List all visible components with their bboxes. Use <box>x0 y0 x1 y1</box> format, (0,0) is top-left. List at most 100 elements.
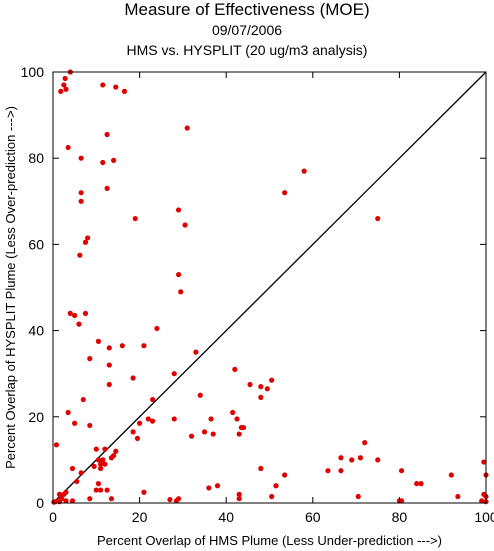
plot-frame <box>52 71 487 504</box>
y-tick-label: 60 <box>28 236 44 252</box>
data-point <box>208 416 214 422</box>
data-point <box>375 215 381 222</box>
data-point <box>76 321 82 327</box>
data-point <box>111 157 117 163</box>
data-point <box>87 356 93 362</box>
data-point <box>67 310 73 316</box>
chart-date: 09/07/2006 <box>211 22 283 38</box>
data-point <box>349 457 355 463</box>
data-point <box>230 409 236 416</box>
data-point <box>418 481 424 487</box>
data-point <box>214 483 221 489</box>
data-point <box>130 375 136 381</box>
data-point <box>178 289 184 295</box>
data-point <box>98 465 104 472</box>
data-point <box>104 185 110 191</box>
data-point <box>247 381 253 388</box>
data-point <box>132 215 138 222</box>
data-point <box>82 310 89 316</box>
data-point <box>167 496 173 503</box>
data-point <box>184 125 190 131</box>
data-point <box>137 420 143 426</box>
data-point <box>325 468 331 474</box>
data-point <box>282 190 288 196</box>
data-point <box>182 222 188 228</box>
x-tick-label: 100 <box>474 509 494 525</box>
y-tick-label: 100 <box>21 64 45 80</box>
data-point <box>232 366 238 372</box>
data-point <box>100 82 106 88</box>
chart-subtitle: HMS vs. HYSPLIT (20 ug/m3 analysis) <box>126 42 368 58</box>
data-point <box>78 198 84 204</box>
data-point <box>113 84 119 90</box>
data-point <box>95 457 102 463</box>
y-tick-label: 0 <box>36 495 44 511</box>
data-point <box>258 465 264 472</box>
data-point <box>72 420 78 426</box>
data-point <box>106 345 112 351</box>
data-point <box>102 461 108 467</box>
data-point <box>108 455 115 461</box>
data-point <box>236 491 242 497</box>
data-point <box>100 457 106 463</box>
chart-title: Measure of Effectiveness (MOE) <box>124 0 370 19</box>
data-point <box>51 499 57 505</box>
data-point <box>455 493 461 500</box>
data-point <box>69 465 76 472</box>
data-point <box>56 499 63 505</box>
data-point <box>53 442 60 448</box>
data-point <box>65 409 71 416</box>
data-point <box>78 155 84 161</box>
data-point <box>93 487 99 493</box>
data-point <box>357 455 364 461</box>
data-point <box>355 493 361 500</box>
data-point <box>98 461 104 467</box>
data-point <box>154 325 160 332</box>
data-point <box>236 431 242 437</box>
data-point <box>63 86 69 92</box>
data-point <box>301 168 307 174</box>
data-point <box>113 448 119 454</box>
x-tick-label: 60 <box>305 509 321 525</box>
data-point <box>206 485 212 491</box>
data-point <box>106 381 112 388</box>
data-point <box>141 343 147 349</box>
data-point <box>100 159 106 166</box>
data-point <box>87 422 93 429</box>
x-tick-label: 40 <box>218 509 234 525</box>
data-point <box>108 496 115 502</box>
data-point <box>80 396 86 403</box>
data-point <box>193 349 199 355</box>
y-axis-label: Percent Overlap of HYSPLIT Plume (Less O… <box>3 106 18 469</box>
data-point <box>398 468 405 474</box>
data-point <box>269 377 275 383</box>
data-point <box>141 489 147 495</box>
data-point <box>258 394 264 401</box>
data-point <box>273 483 279 489</box>
data-point <box>61 82 67 88</box>
x-tick-label: 80 <box>392 509 408 525</box>
data-point <box>175 496 182 502</box>
x-tick-label: 20 <box>132 509 148 525</box>
data-point <box>104 487 110 493</box>
data-point <box>93 446 99 452</box>
data-point <box>85 235 91 241</box>
data-point <box>481 459 487 465</box>
y-tick-label: 40 <box>28 323 44 339</box>
data-point <box>234 416 240 422</box>
data-point <box>106 362 112 368</box>
data-point <box>63 498 69 504</box>
data-point <box>210 431 216 437</box>
data-point <box>175 207 182 213</box>
data-point <box>258 384 264 390</box>
data-point <box>56 491 63 497</box>
data-point <box>72 312 78 319</box>
data-point <box>58 88 64 94</box>
data-point <box>338 468 344 474</box>
data-point <box>63 489 69 495</box>
y-tick-label: 20 <box>28 409 44 425</box>
data-point <box>130 429 136 435</box>
data-point <box>171 416 177 422</box>
data-point <box>77 252 83 258</box>
